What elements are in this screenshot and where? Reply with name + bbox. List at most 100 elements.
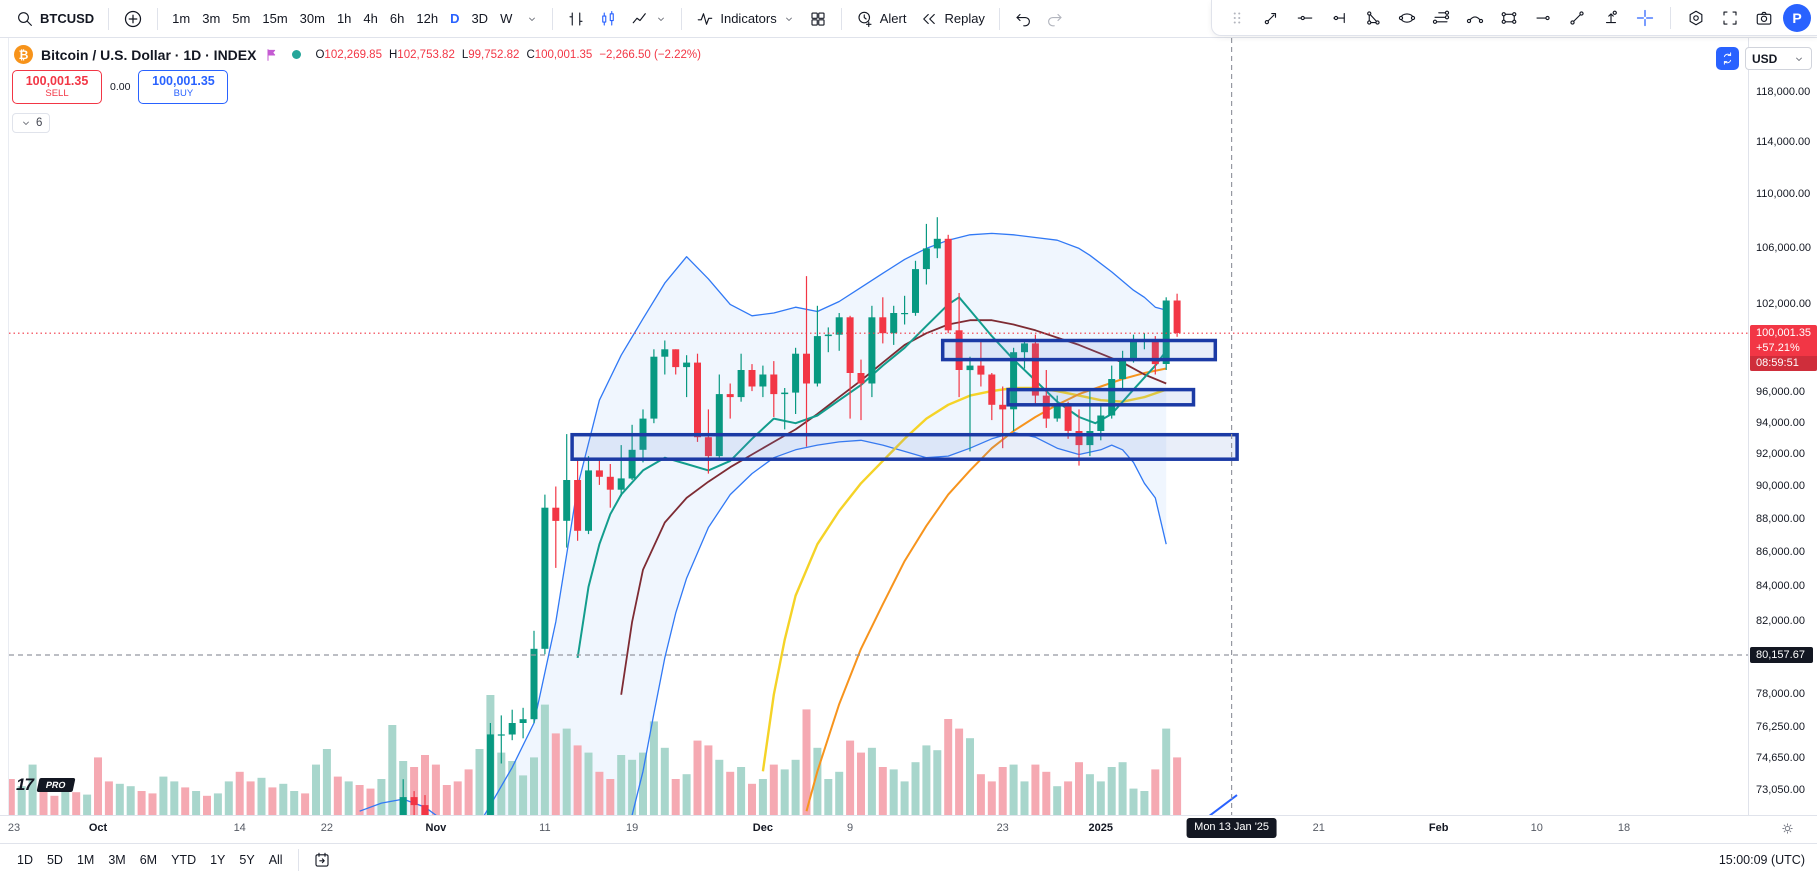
indicators-collapse-button[interactable]: 6 <box>12 113 51 133</box>
undo-icon <box>1014 10 1032 28</box>
camera-icon[interactable] <box>1749 4 1779 32</box>
alert-label: Alert <box>879 11 907 26</box>
chevron-down-icon <box>20 117 32 129</box>
support-resistance-zone[interactable] <box>1006 387 1196 407</box>
replay-button[interactable]: Replay <box>914 6 990 32</box>
range-all[interactable]: All <box>268 852 283 867</box>
divider <box>157 7 159 30</box>
ellipse-icon[interactable] <box>1392 4 1422 32</box>
timeframe-1m[interactable]: 1m <box>172 11 191 26</box>
horizontal-ray-icon[interactable] <box>1324 4 1354 32</box>
segment-icon[interactable] <box>1528 4 1558 32</box>
candle-style-icon <box>599 10 617 28</box>
symbol-name: BTCUSD <box>40 11 95 26</box>
parallel-channel-icon[interactable] <box>1426 4 1456 32</box>
range-3m[interactable]: 3M <box>108 852 126 867</box>
sell-label: SELL <box>45 88 69 99</box>
timeframe-4h[interactable]: 4h <box>363 11 378 26</box>
horizontal-line-icon[interactable] <box>1290 4 1320 32</box>
spread-value: 0.00 <box>110 81 131 93</box>
drag-handle-icon[interactable] <box>1222 4 1252 32</box>
bar-style-icon <box>567 10 585 28</box>
timeframe-W[interactable]: W <box>500 11 513 26</box>
time-axis-label: 2025 <box>1088 822 1114 834</box>
price-axis-label: 110,000.00 <box>1756 188 1811 200</box>
compare-add-button[interactable] <box>117 5 149 33</box>
symbol-title[interactable]: Bitcoin / U.S. Dollar · 1D · INDEX <box>41 46 257 63</box>
timeframe-12h[interactable]: 12h <box>416 11 439 26</box>
flag-icon[interactable] <box>264 47 280 63</box>
rectangle-icon[interactable] <box>1494 4 1524 32</box>
alert-button[interactable]: Alert <box>850 6 913 32</box>
trendline-drawing[interactable] <box>1197 794 1238 815</box>
timeframe-3m[interactable]: 3m <box>202 11 221 26</box>
buy-button[interactable]: 100,001.35 BUY <box>138 70 229 104</box>
chart-canvas[interactable] <box>9 38 1748 815</box>
range-1d[interactable]: 1D <box>17 852 33 867</box>
ohlc-values: O102,269.85 H102,753.82 L99,752.82 C100,… <box>315 48 701 61</box>
indicators-icon <box>696 10 714 28</box>
divider <box>840 7 842 30</box>
timeframe-1h[interactable]: 1h <box>336 11 352 26</box>
indicator-count: 6 <box>36 117 43 129</box>
line-style-icon <box>631 10 649 28</box>
measure-icon[interactable] <box>1596 4 1626 32</box>
currency-select[interactable]: USD <box>1745 47 1812 70</box>
timeframe-30m[interactable]: 30m <box>299 11 325 26</box>
user-avatar[interactable]: P <box>1783 3 1811 32</box>
range-6m[interactable]: 6M <box>139 852 158 867</box>
symbol-search-button[interactable]: BTCUSD <box>10 6 100 32</box>
price-axis-label: 118,000.00 <box>1756 85 1811 98</box>
support-resistance-zone[interactable] <box>570 432 1239 461</box>
time-axis[interactable]: 23 Oct 14 22 Nov 11 19 Dec 9 23 2025 21 Feb 10 18 Mon 1… <box>0 815 1817 843</box>
candle-style-button[interactable] <box>593 6 623 32</box>
magnet-settings-icon[interactable] <box>1681 4 1711 32</box>
indicators-label: Indicators <box>720 11 777 26</box>
range-ytd[interactable]: YTD <box>171 852 197 867</box>
buy-price: 100,001.35 <box>152 74 215 88</box>
time-axis-label: 21 <box>1312 822 1325 834</box>
sell-button[interactable]: 100,001.35 SELL <box>12 70 102 104</box>
undo-button[interactable] <box>1008 6 1038 32</box>
time-axis-label: 11 <box>539 822 551 834</box>
tradingview-logo[interactable]: 17 PRO <box>16 775 75 795</box>
range-1m[interactable]: 1M <box>76 852 95 867</box>
clock[interactable]: 15:00:09 (UTC) <box>1718 852 1805 867</box>
goto-date-button[interactable] <box>307 847 337 873</box>
axis-settings-gear-icon[interactable] <box>1780 821 1795 836</box>
trendline-icon[interactable] <box>1562 4 1592 32</box>
curve-icon[interactable] <box>1460 4 1490 32</box>
chevron-down-icon <box>1793 53 1805 65</box>
timeframe-5m[interactable]: 5m <box>232 11 251 26</box>
bottom-toolbar: 1D 5D 1M 3M 6M YTD 1Y 5Y All 15:00:09 (UTC) <box>0 843 1817 875</box>
currency-convert-button[interactable] <box>1716 47 1739 70</box>
sell-price: 100,001.35 <box>25 74 89 88</box>
indicators-button[interactable]: Indicators <box>690 6 800 32</box>
indicator-templates-button[interactable] <box>803 6 833 32</box>
price-axis[interactable]: 118,000.00 114,000.00 110,000.00 106,000.00… <box>1748 38 1817 843</box>
close-value: 100,001.35 <box>534 48 593 61</box>
timeframe-6h[interactable]: 6h <box>389 11 405 26</box>
support-resistance-zone[interactable] <box>940 338 1218 362</box>
timeframe-D[interactable]: D <box>450 11 460 26</box>
timeframe-more-button[interactable] <box>520 9 544 29</box>
timeframe-15m[interactable]: 15m <box>262 11 288 26</box>
timeframe-3D[interactable]: 3D <box>471 11 489 26</box>
bar-style-button[interactable] <box>561 6 591 32</box>
redo-button[interactable] <box>1040 6 1070 32</box>
range-1y[interactable]: 1Y <box>210 852 226 867</box>
pitchfork-icon[interactable] <box>1358 4 1388 32</box>
time-axis-label: Oct <box>88 822 108 834</box>
replay-icon <box>920 10 938 28</box>
crosshair-icon[interactable] <box>1630 4 1660 32</box>
calendar-goto-icon <box>313 851 331 869</box>
trend-arrow-icon[interactable] <box>1256 4 1286 32</box>
symbol-info-row: ₿ Bitcoin / U.S. Dollar · 1D · INDEX O10… <box>14 45 701 64</box>
line-style-button[interactable] <box>625 6 673 32</box>
current-price-change: +57.21% <box>1756 342 1800 355</box>
fullscreen-icon[interactable] <box>1715 4 1745 32</box>
drawing-toolbar: P <box>1211 0 1817 36</box>
range-5y[interactable]: 5Y <box>239 852 255 867</box>
range-5d[interactable]: 5D <box>46 852 63 867</box>
